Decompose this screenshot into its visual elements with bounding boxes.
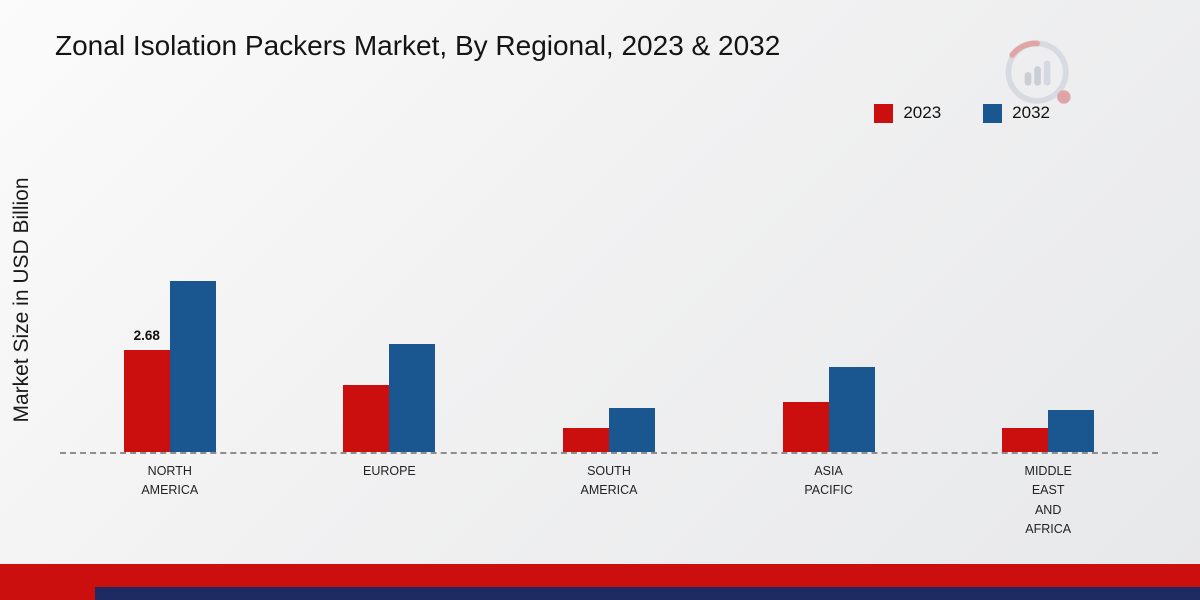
bar-2023-north-america: 2.68	[123, 328, 170, 452]
category-label: NORTH AMERICA	[141, 464, 199, 498]
chart-plot-area: 2.68 NORTH AMERICA EUROPE SOUTH AMERICA ASIA PA…	[60, 180, 1158, 560]
category-label: MIDDLE EAST AND AFRICA	[1024, 464, 1072, 537]
bar-group-asia-pacific: ASIA PACIFIC	[782, 180, 875, 540]
bar-2032-middle-east-and-africa	[1048, 410, 1095, 452]
chart-legend: 2023 2032	[874, 103, 1050, 123]
bar-2032-north-america	[169, 281, 216, 452]
bar-2032-south-america	[608, 408, 655, 452]
bar-2032-europe	[389, 344, 436, 452]
category-label: ASIA PACIFIC	[804, 464, 853, 498]
bar-2023-europe	[343, 385, 390, 452]
legend-swatch-2023	[874, 103, 894, 123]
legend-item-2032: 2032	[983, 103, 1050, 123]
bar-2032-asia-pacific	[828, 367, 875, 452]
bar-pair	[1002, 180, 1095, 452]
legend-label: 2032	[1012, 103, 1050, 122]
bar-2023-south-america	[562, 428, 609, 452]
bar-pair	[782, 180, 875, 452]
bar-pair	[562, 180, 655, 452]
bar-group-europe: EUROPE	[343, 180, 436, 540]
bar-2023-middle-east-and-africa	[1002, 428, 1049, 452]
category-label: EUROPE	[362, 464, 416, 478]
bottom-navy-band	[95, 587, 1200, 600]
legend-item-2023: 2023	[874, 103, 941, 123]
bar-group-north-america: 2.68 NORTH AMERICA	[123, 180, 216, 540]
bar-value-label: 2.68	[133, 328, 160, 343]
bar-group-middle-east-and-africa: MIDDLE EAST AND AFRICA	[1002, 180, 1095, 540]
legend-label: 2023	[903, 103, 942, 122]
x-axis-baseline	[60, 452, 1158, 454]
legend-swatch-2032	[983, 103, 1003, 123]
bar-pair: 2.68	[123, 180, 216, 452]
bar-groups: 2.68 NORTH AMERICA EUROPE SOUTH AMERICA ASIA PA…	[60, 180, 1158, 540]
y-axis-label: Market Size in USD Billion	[10, 177, 33, 423]
category-label: SOUTH AMERICA	[580, 464, 638, 498]
bar-group-south-america: SOUTH AMERICA	[562, 180, 655, 540]
bar-pair	[343, 180, 436, 452]
market-research-future-logo	[1005, 40, 1071, 104]
page-title: Zonal Isolation Packers Market, By Regio…	[55, 30, 781, 61]
bar-2023-asia-pacific	[782, 402, 829, 452]
